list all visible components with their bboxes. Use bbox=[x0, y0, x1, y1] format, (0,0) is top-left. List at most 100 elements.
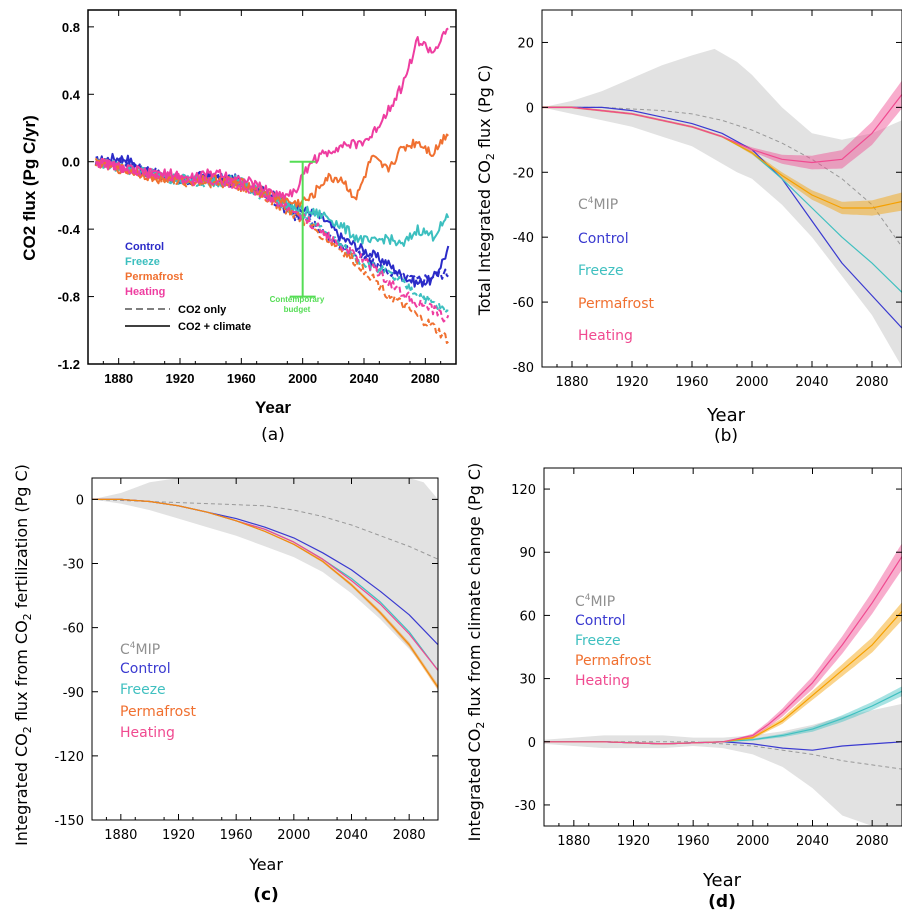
xtick-label: 1960 bbox=[220, 828, 253, 843]
xtick-label: 1920 bbox=[162, 828, 195, 843]
c4mip-envelope-c bbox=[92, 478, 438, 688]
xtick-label: 1880 bbox=[557, 834, 590, 849]
xtick-label: 2000 bbox=[288, 371, 317, 386]
ytick-label: -30 bbox=[63, 558, 84, 573]
ytick-label: 120 bbox=[511, 483, 536, 498]
panel-b-marks bbox=[542, 48, 902, 367]
panel-a-label: (a) bbox=[261, 425, 285, 445]
legend-d-c4mip: C4MIP bbox=[575, 593, 615, 610]
panel-c-frame bbox=[91, 477, 439, 821]
band-b-permafrost bbox=[542, 106, 902, 216]
ytick-label: -60 bbox=[63, 622, 84, 637]
budget-annotation-line2: budget bbox=[284, 305, 311, 314]
legend-c-c4mip: C4MIP bbox=[120, 641, 160, 658]
legend-a-permafrost: Permafrost bbox=[125, 271, 183, 283]
legend-b-heating: Heating bbox=[578, 328, 633, 344]
ytick-label: -60 bbox=[513, 296, 534, 311]
xtick-label: 2000 bbox=[277, 828, 310, 843]
c4mip-mean-line-c bbox=[92, 498, 438, 560]
xtick-label: 1880 bbox=[104, 371, 133, 386]
ytick-label: 30 bbox=[519, 673, 536, 688]
series-b-heating bbox=[542, 94, 902, 164]
legend-b-c4mip: C4MIP bbox=[578, 196, 618, 213]
panel-a-marks bbox=[94, 27, 450, 344]
ytick-label: 0 bbox=[528, 736, 536, 751]
legend-c-freeze: Freeze bbox=[120, 682, 166, 698]
panel-a-frame bbox=[87, 9, 457, 365]
panel-d-frame bbox=[543, 467, 902, 827]
ytick-label: 0 bbox=[76, 493, 84, 508]
legend-b-freeze: Freeze bbox=[578, 263, 624, 279]
legend-d-permafrost: Permafrost bbox=[575, 653, 652, 669]
ytick-label: -80 bbox=[513, 361, 534, 376]
ytick-label: -0.8 bbox=[58, 290, 80, 305]
ytick-label: -150 bbox=[54, 814, 84, 829]
series-c-permafrost bbox=[92, 498, 438, 688]
xtick-label: 1920 bbox=[617, 834, 650, 849]
ytick-label: 0.0 bbox=[62, 155, 80, 170]
panel-a-plot-area: 1880 1920 1960 2000 2040 2080 -1.2 -0.8 -0.4 0.0 0… bbox=[58, 9, 457, 386]
xtick-label: 2040 bbox=[796, 834, 829, 849]
panel-d: 1880 1920 1960 2000 2040 2080 -30 0 30 60 90 120 In… bbox=[465, 463, 902, 912]
xtick-label: 2000 bbox=[736, 834, 769, 849]
panel-c-ylabel: Integrated CO2 flux from CO2 fertilizati… bbox=[12, 464, 34, 846]
c4mip-mean-line-b bbox=[542, 106, 902, 248]
legend-a-co2-only: CO2 only bbox=[178, 304, 227, 316]
xtick-label: 2000 bbox=[735, 375, 768, 390]
panel-b-xlabel: Year bbox=[706, 405, 746, 426]
legend-c-control: Control bbox=[120, 661, 171, 677]
legend-a-heating: Heating bbox=[125, 286, 165, 298]
legend-c-permafrost: Permafrost bbox=[120, 704, 197, 720]
ytick-label: -90 bbox=[63, 686, 84, 701]
panel-c-plot-area: 1880 1920 1960 2000 2040 2080 -150 -120 -90 -60 -3… bbox=[54, 477, 439, 843]
xtick-label: 2040 bbox=[795, 375, 828, 390]
legend-d-control: Control bbox=[575, 613, 626, 629]
budget-annotation-line1: Contemporary bbox=[270, 295, 325, 304]
legend-d-freeze: Freeze bbox=[575, 633, 621, 649]
panel-c-marks bbox=[92, 478, 438, 691]
panel-b-ylabel: Total Integrated CO2 flux (Pg C) bbox=[475, 65, 497, 317]
xtick-label: 2080 bbox=[411, 371, 440, 386]
legend-b-permafrost: Permafrost bbox=[578, 296, 655, 312]
series-a-permafrost-dashed bbox=[94, 158, 449, 344]
legend-a-control: Control bbox=[125, 241, 164, 253]
legend-d-heating: Heating bbox=[575, 673, 630, 689]
ytick-label: -1.2 bbox=[58, 357, 80, 372]
xtick-label: 2080 bbox=[856, 834, 889, 849]
ytick-label: 60 bbox=[519, 609, 536, 624]
ytick-label: -30 bbox=[515, 799, 536, 814]
xtick-label: 1880 bbox=[555, 375, 588, 390]
series-a-heating-solid bbox=[95, 27, 449, 200]
panel-a-ylabel: CO2 flux (Pg C/yr) bbox=[20, 115, 39, 260]
panel-c-xlabel: Year bbox=[248, 855, 283, 874]
series-a-heating-dashed bbox=[94, 158, 450, 323]
xtick-label: 1960 bbox=[677, 834, 710, 849]
xtick-label: 1920 bbox=[166, 371, 195, 386]
ytick-label: -0.4 bbox=[58, 222, 81, 237]
panel-a-xlabel: Year bbox=[255, 398, 291, 417]
panel-b-plot-area: 1880 1920 1960 2000 2040 2080 -80 -60 -40 -20 0 20 bbox=[513, 9, 902, 390]
panel-d-label: (d) bbox=[708, 892, 736, 912]
legend-b-control: Control bbox=[578, 231, 629, 247]
panel-d-legend: C4MIP Control Freeze Permafrost Heating bbox=[575, 593, 652, 689]
panel-b: 1880 1920 1960 2000 2040 2080-80-60-40-20020 … bbox=[475, 9, 902, 446]
panel-d-plot-area: 1880 1920 1960 2000 2040 2080 -30 0 30 60 90 120 bbox=[511, 467, 902, 849]
panel-b-legend: C4MIP Control Freeze Permafrost Heating bbox=[578, 196, 655, 344]
panel-c-label: (c) bbox=[253, 885, 279, 905]
panel-b-frame bbox=[541, 9, 902, 368]
ytick-label: 20 bbox=[517, 36, 534, 51]
ytick-label: 90 bbox=[519, 546, 536, 561]
series-d-heating bbox=[544, 556, 902, 745]
panel-d-xlabel: Year bbox=[702, 870, 742, 891]
legend-a-freeze: Freeze bbox=[125, 256, 160, 268]
ytick-label: -40 bbox=[513, 231, 534, 246]
xtick-label: 2040 bbox=[335, 828, 368, 843]
panel-c: 1880 1920 1960 2000 2040 2080 -150 -120 -90 -60 -3… bbox=[12, 464, 439, 905]
ytick-label: 0 bbox=[526, 101, 534, 116]
band-d-freeze bbox=[544, 686, 902, 745]
xtick-label: 1880 bbox=[104, 828, 137, 843]
ytick-label: 0.8 bbox=[62, 20, 80, 35]
panel-b-label: (b) bbox=[714, 426, 738, 446]
legend-a-co2-climate: CO2 + climate bbox=[178, 321, 251, 333]
